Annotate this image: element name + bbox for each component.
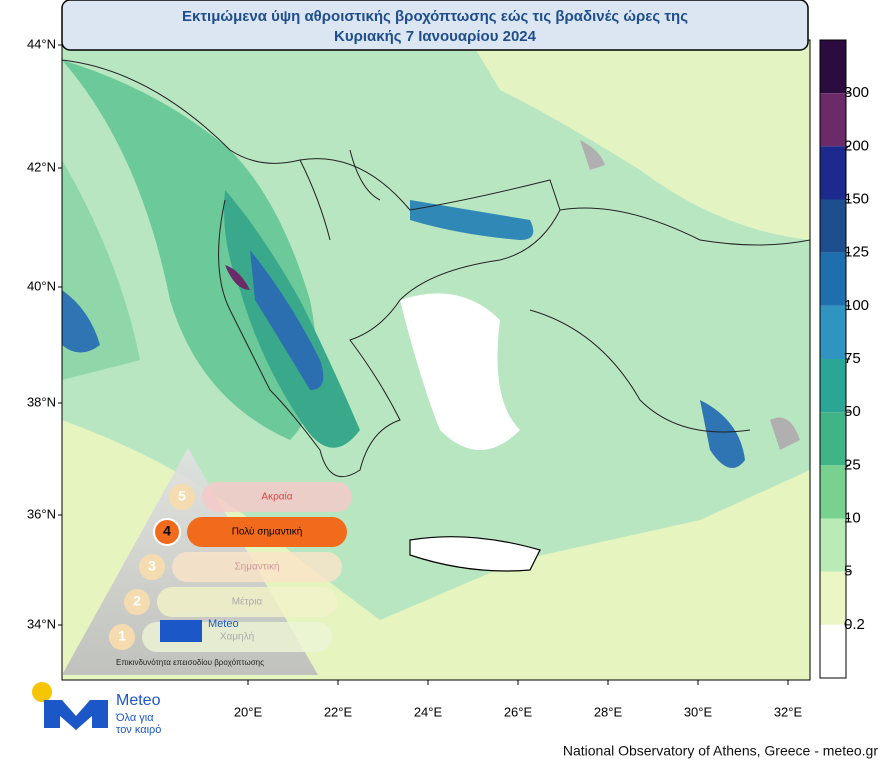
colorbar-band	[820, 412, 846, 466]
risk-label: Ακραία	[261, 491, 292, 503]
risk-badge	[124, 589, 150, 615]
risk-label: Χαμηλή	[220, 631, 254, 643]
colorbar: 300 200 150 125 100 75 50 25 10 5 0.2	[819, 39, 869, 679]
risk-pill	[157, 587, 337, 617]
risk-caption: Επικινδυνότητα επεισοδίου βροχόπτωσης	[116, 658, 264, 667]
lon-label: 28°E	[594, 704, 623, 719]
risk-pill	[172, 552, 342, 582]
colorbar-band	[820, 518, 846, 572]
risk-label: Μέτρια	[232, 596, 263, 608]
risk-badge	[169, 484, 195, 510]
lon-label: 20°E	[234, 704, 263, 719]
risk-label: Σημαντική	[234, 561, 279, 573]
risk-label: Πολύ σημαντική	[232, 526, 303, 538]
title-line: Κυριακής 7 Ιανουαρίου 2024	[334, 28, 537, 45]
colorbar-label: 0.2	[844, 616, 865, 633]
risk-brand: Meteo	[208, 618, 239, 630]
lat-label: 40°N	[27, 278, 56, 293]
risk-badge	[139, 554, 165, 580]
colorbar-band	[820, 40, 846, 94]
colorbar-label: 5	[844, 563, 852, 580]
risk-badge	[109, 624, 135, 650]
logo: Meteo Όλα για τον καιρό	[32, 682, 161, 736]
colorbar-label: 200	[844, 137, 869, 154]
colorbar-label: 75	[844, 350, 861, 367]
logo-tagline: Όλα για	[115, 712, 154, 724]
colorbar-label: 300	[844, 84, 869, 101]
colorbar-label: 125	[844, 244, 869, 261]
risk-number: 3	[148, 558, 156, 574]
lon-label: 24°E	[414, 704, 443, 719]
colorbar-band	[820, 252, 846, 306]
logo-tagline: τον καιρό	[116, 724, 161, 736]
lat-label: 38°N	[27, 394, 56, 409]
logo-name: Meteo	[116, 692, 161, 709]
colorbar-band	[820, 305, 846, 359]
risk-badge	[153, 518, 181, 546]
lat-label: 34°N	[27, 616, 56, 631]
lon-label: 22°E	[324, 704, 353, 719]
risk-pill	[187, 517, 347, 547]
colorbar-band	[820, 624, 846, 678]
lat-label: 36°N	[27, 506, 56, 521]
footer: National Observatory of Athens, Greece -…	[563, 743, 878, 759]
risk-number: 1	[118, 628, 126, 644]
risk-number: 5	[178, 488, 186, 504]
lon-label: 30°E	[684, 704, 713, 719]
colorbar-band	[820, 359, 846, 413]
colorbar-label: 50	[844, 403, 861, 420]
lon-label: 26°E	[504, 704, 533, 719]
axis-labels: 44°N 42°N 40°N 38°N 36°N 34°N 20°E 22°E 24°E 26°E…	[27, 36, 803, 719]
title-box	[61, 0, 809, 51]
risk-number: 2	[133, 593, 141, 609]
risk-pill	[202, 482, 352, 512]
risk-number: 4	[163, 523, 171, 539]
risk-pyramid: 5 Ακραία 4 Πολύ σημαντική 3 Σημαντική 2 Μέτρια 1…	[62, 448, 352, 675]
colorbar-label: 10	[844, 509, 861, 526]
title-line: Εκτιμώμενα ύψη αθροιστικής βροχόπτωσης ε…	[182, 8, 688, 25]
colorbar-band	[820, 199, 846, 253]
colorbar-band	[820, 465, 846, 519]
lat-label: 42°N	[27, 159, 56, 174]
lat-label: 44°N	[27, 36, 56, 51]
colorbar-label: 25	[844, 456, 861, 473]
lon-label: 32°E	[774, 704, 803, 719]
colorbar-label: 150	[844, 190, 869, 207]
brand-icon	[160, 620, 202, 642]
colorbar-band	[820, 571, 846, 625]
colorbar-label: 100	[844, 297, 869, 314]
colorbar-band	[820, 146, 846, 200]
colorbar-band	[820, 93, 846, 147]
